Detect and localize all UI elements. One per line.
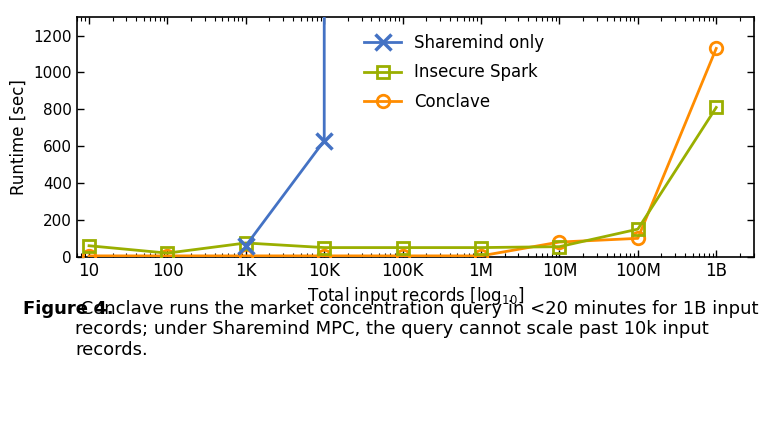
Line: Conclave: Conclave	[83, 42, 722, 262]
Conclave	[398, 253, 408, 259]
Insecure Spark	[85, 243, 94, 248]
Insecure Spark	[554, 244, 564, 249]
Conclave	[320, 253, 329, 259]
Insecure Spark	[241, 241, 251, 246]
Conclave	[163, 253, 172, 259]
Insecure Spark	[711, 105, 721, 110]
X-axis label: Total input records [log$_{10}$]: Total input records [log$_{10}$]	[307, 285, 524, 307]
Insecure Spark	[163, 250, 172, 256]
Conclave	[477, 253, 486, 259]
Conclave	[554, 240, 564, 245]
Insecure Spark	[477, 245, 486, 250]
Text: Conclave runs the market concentration query in <20 minutes for 1B input records: Conclave runs the market concentration q…	[75, 300, 759, 359]
Sharemind only	[320, 0, 329, 1]
Conclave	[711, 46, 721, 51]
Text: Figure 4.: Figure 4.	[23, 300, 114, 318]
Insecure Spark	[320, 245, 329, 250]
Conclave	[241, 253, 251, 259]
Insecure Spark	[633, 226, 642, 232]
Sharemind only	[241, 243, 251, 248]
Sharemind only	[320, 138, 329, 143]
Line: Sharemind only: Sharemind only	[238, 0, 332, 253]
Insecure Spark	[398, 245, 408, 250]
Legend: Sharemind only, Insecure Spark, Conclave: Sharemind only, Insecure Spark, Conclave	[356, 25, 553, 119]
Line: Insecure Spark: Insecure Spark	[84, 102, 722, 259]
Conclave	[85, 253, 94, 259]
Y-axis label: Runtime [sec]: Runtime [sec]	[10, 79, 28, 195]
Conclave	[633, 236, 642, 241]
